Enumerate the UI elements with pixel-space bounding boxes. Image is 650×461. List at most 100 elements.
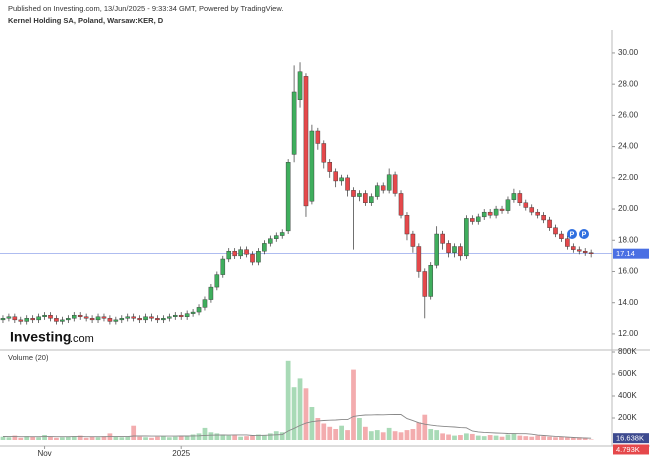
volume-bar [155,436,160,440]
candle-body [208,286,214,300]
volume-bar [285,360,291,440]
candle-body [30,318,35,321]
candles [0,62,594,440]
volume-bar [172,436,178,440]
y-tick-label: 12.00 [618,329,639,338]
candle-body [576,249,582,252]
candle-body [571,246,576,250]
volume-bar [0,436,6,440]
volume-bar [475,435,481,440]
volume-bar [446,434,451,440]
candle-body [547,219,552,228]
volume-bar [410,429,416,440]
volume-bar [244,436,249,440]
candle-body [178,314,184,317]
published-note: Published on Investing.com, 13/Jun/2025 … [8,4,283,13]
candle-body [214,274,220,288]
last-ma-label-box [613,433,649,444]
logo-brand: Investing [10,329,71,345]
volume-bar [143,437,148,440]
volume-bar [553,437,558,440]
volume-bar [505,434,511,440]
volume-bar [196,433,202,440]
candle-body [48,314,53,319]
candle-body [493,208,499,216]
last-volume-label: 4.793K [616,445,640,454]
volume-bar [71,436,77,440]
candle-body [291,91,297,155]
x-tick-label: 2025 [172,449,190,458]
volume-bar [493,435,499,440]
candle-body [83,316,89,319]
event-marker[interactable]: P [579,229,589,239]
volume-bar [12,435,18,440]
volume-bar [499,436,505,440]
logo-suffix: .com [70,333,94,345]
candle-body [434,233,439,266]
candle-body [113,319,119,322]
candle-body [262,243,267,252]
volume-bar [166,437,172,440]
volume-bar [24,436,30,440]
candle-body [77,314,83,317]
volume-bar [190,434,196,440]
volume-bar [452,435,457,440]
candle-body [505,199,511,211]
candle-body [565,238,570,247]
volume-bar [220,434,226,440]
candle-body [541,215,546,221]
last-price-label-box [613,248,649,259]
candle-body [321,143,327,163]
candle-body [60,319,65,322]
candle-body [190,311,196,314]
candle-body [250,254,255,263]
last-ma-label: 16.638K [616,434,644,443]
candle-body [351,190,356,197]
candle-body [167,316,172,319]
volume-bar [267,433,273,440]
volume-bar [77,435,83,440]
candle-body [268,238,273,244]
volume-bar [208,432,214,440]
volume-bar [327,426,333,440]
event-marker[interactable]: P [567,229,577,239]
candle-body [89,318,95,321]
volume-bar [576,437,582,440]
volume-bar [149,437,154,440]
candle-body [529,207,535,213]
y-tick-label: 20.00 [618,204,639,213]
volume-bar [529,436,535,440]
y-tick-label: 22.00 [618,173,639,182]
event-marker-label: P [582,231,587,238]
candle-body [386,174,392,191]
volume-bar [273,431,279,440]
volume-bar [54,437,59,440]
volume-bar [226,435,232,440]
candle-body [398,193,404,216]
volume-bar [250,435,255,440]
volume-bar [202,427,208,440]
volume-y-tick-label: 600K [618,369,637,378]
volume-bar [42,435,47,440]
volume-bar [119,437,125,440]
volume-bar [582,437,588,440]
candle-body [499,208,505,211]
volume-bar [511,433,517,440]
candle-body [101,316,107,319]
candle-body [315,130,321,144]
volume-bar [131,425,137,440]
volume-bar [262,435,267,440]
candle-body [475,216,481,222]
candle-body [582,250,588,253]
candle-body [470,218,475,222]
candle-body [464,218,469,257]
volume-bar [137,436,142,440]
candle-body [244,249,249,255]
volume-bar [469,433,475,440]
y-tick-label: 24.00 [618,142,639,151]
candle-body [404,215,410,235]
candle-body [149,316,154,319]
candle-body [553,227,558,235]
